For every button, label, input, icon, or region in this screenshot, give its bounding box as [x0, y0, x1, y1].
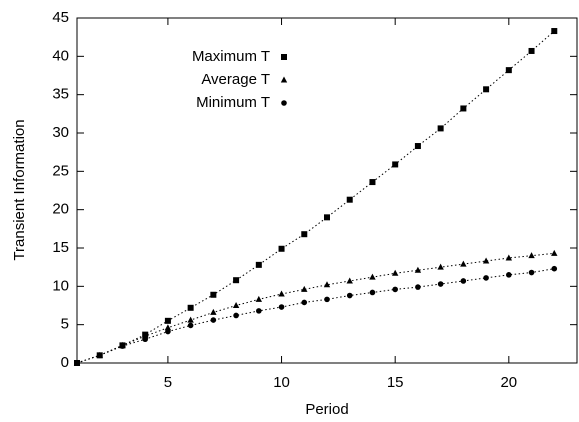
marker	[528, 269, 535, 276]
x-axis-label: Period	[305, 401, 348, 418]
marker	[165, 328, 171, 335]
marker	[301, 299, 308, 306]
marker	[96, 352, 103, 359]
marker	[233, 277, 240, 284]
marker	[551, 28, 558, 35]
marker	[369, 289, 376, 296]
marker	[551, 249, 558, 256]
marker	[505, 67, 512, 74]
marker	[392, 286, 398, 293]
marker	[210, 317, 217, 323]
marker	[528, 47, 535, 54]
marker	[233, 312, 239, 319]
marker	[187, 322, 194, 329]
marker	[74, 360, 80, 366]
marker	[278, 304, 285, 310]
marker	[278, 290, 285, 297]
marker	[414, 143, 421, 150]
marker	[437, 125, 444, 132]
marker	[255, 261, 262, 268]
marker	[391, 269, 399, 276]
marker	[505, 254, 513, 261]
y-tick-label: 5	[61, 316, 69, 333]
marker	[346, 292, 353, 299]
marker	[278, 245, 285, 252]
trend-line	[76, 268, 555, 364]
marker	[324, 214, 330, 221]
y-tick-label: 15	[52, 239, 69, 256]
y-tick-label: 0	[61, 354, 69, 371]
marker	[210, 308, 217, 315]
marker	[187, 304, 194, 311]
marker	[164, 324, 172, 331]
trend-line	[76, 30, 555, 364]
marker	[551, 265, 558, 272]
legend-label: Minimum T	[196, 94, 270, 111]
marker	[460, 278, 467, 284]
marker	[301, 285, 308, 292]
marker	[142, 336, 148, 343]
marker	[392, 161, 399, 168]
marker	[346, 196, 353, 203]
x-tick-label: 20	[500, 374, 517, 391]
x-tick-label: 5	[164, 374, 172, 391]
marker	[232, 302, 240, 308]
legend-marker	[281, 54, 287, 60]
marker	[256, 308, 262, 314]
y-tick-label: 30	[52, 124, 69, 141]
legend-marker	[280, 76, 288, 83]
y-tick-label: 10	[52, 277, 69, 294]
plot-frame	[76, 17, 578, 364]
y-tick-label: 35	[52, 86, 69, 103]
marker	[324, 296, 330, 303]
marker	[369, 273, 376, 280]
marker	[506, 272, 512, 278]
marker	[323, 281, 331, 288]
marker	[415, 284, 421, 290]
legend-label: Average T	[201, 71, 270, 88]
marker	[210, 291, 217, 298]
marker	[164, 317, 171, 324]
marker	[437, 263, 444, 270]
marker	[369, 179, 376, 186]
marker	[482, 257, 490, 264]
y-tick-label: 20	[52, 201, 69, 218]
y-tick-label: 25	[52, 162, 69, 179]
legend-marker	[281, 100, 287, 106]
marker	[437, 281, 444, 287]
marker	[483, 86, 490, 93]
marker	[255, 295, 263, 302]
x-tick-label: 15	[387, 374, 404, 391]
x-tick-label: 10	[273, 374, 290, 391]
marker	[346, 277, 353, 284]
marker	[460, 260, 467, 267]
marker	[301, 231, 308, 238]
trend-line	[76, 252, 555, 364]
marker	[119, 343, 126, 349]
marker	[528, 252, 535, 259]
marker	[483, 275, 489, 281]
y-tick-label: 45	[52, 9, 69, 26]
y-axis-label: Transient Information	[11, 119, 28, 260]
legend-label: Maximum T	[192, 48, 270, 65]
marker	[414, 266, 422, 273]
marker	[460, 105, 467, 112]
marker	[187, 316, 194, 323]
y-tick-label: 40	[52, 47, 69, 64]
